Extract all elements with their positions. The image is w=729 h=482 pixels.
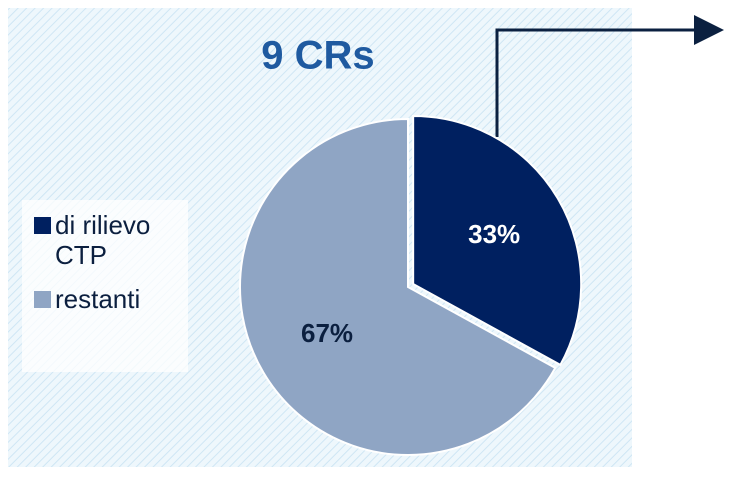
legend-swatch <box>34 217 51 234</box>
legend-swatch <box>34 291 51 308</box>
arrow <box>495 15 724 137</box>
chart-title: 9 CRs <box>261 34 374 78</box>
legend-item: di rilievo CTP <box>30 210 180 270</box>
legend-item: restanti <box>30 284 180 314</box>
data-label: 67% <box>301 318 353 348</box>
legend: di rilievo CTP restanti <box>22 200 188 372</box>
legend-label: restanti <box>55 284 141 314</box>
pie-slice <box>412 114 583 367</box>
legend-label: di rilievo CTP <box>55 210 151 270</box>
data-label: 33% <box>468 219 520 249</box>
pie-slice <box>239 117 557 456</box>
